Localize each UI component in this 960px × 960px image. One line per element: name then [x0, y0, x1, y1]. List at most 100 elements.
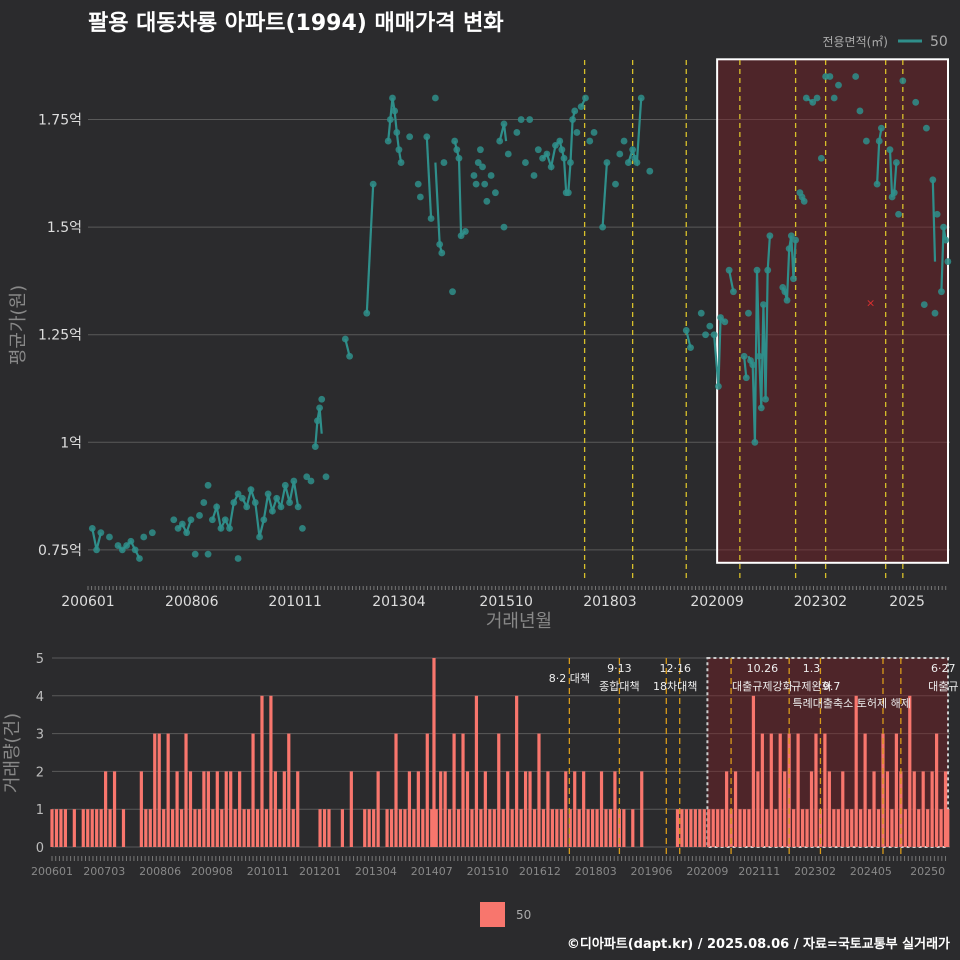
bottom-volume-bar	[631, 809, 635, 847]
chart-title: 팔용 대동차룡 아파트(1994) 매매가격 변화	[88, 11, 504, 36]
bottom-volume-bar	[921, 771, 925, 847]
bottom-volume-bar	[800, 809, 805, 847]
bottom-volume-bar	[148, 809, 152, 847]
top-series-point-50	[886, 146, 894, 154]
bottom-x-tick-label: 201201	[299, 865, 341, 878]
top-series-point-50	[247, 486, 255, 494]
top-x-axis-label: 거래년월	[486, 611, 552, 632]
bottom-volume-bar	[483, 771, 487, 847]
bottom-volume-bar	[153, 733, 157, 847]
top-series-point-50	[213, 503, 221, 511]
top-series-point-50	[567, 159, 574, 166]
top-series-point-50	[877, 124, 885, 132]
bottom-volume-bar	[586, 809, 590, 847]
top-x-tick-label: 201011	[268, 594, 321, 610]
bottom-x-tick-label: 202405	[850, 865, 892, 878]
top-series-point-50	[226, 524, 233, 532]
bottom-volume-bar	[595, 809, 599, 847]
bottom-volume-bar	[725, 771, 729, 847]
top-x-tick-label: 202009	[690, 594, 743, 610]
bottom-volume-bar	[255, 809, 260, 847]
top-series-point-50	[97, 529, 105, 537]
bottom-volume-bar	[229, 771, 233, 847]
bottom-volume-bar	[917, 809, 921, 847]
bottom-volume-bar	[783, 771, 787, 847]
bottom-volume-bar	[121, 809, 126, 847]
bottom-volume-bar	[876, 809, 881, 847]
top-series-point-50	[118, 546, 126, 554]
top-series-point-50	[612, 180, 619, 188]
top-series-point-50	[496, 137, 504, 145]
top-series-point-50	[416, 193, 424, 201]
bottom-volume-bar	[144, 809, 148, 847]
top-series-point-50	[174, 524, 182, 532]
top-series-point-50	[938, 288, 945, 296]
bottom-x-tick-label: 201803	[575, 865, 617, 878]
bottom-volume-bar	[233, 809, 237, 847]
top-series-point-50	[449, 288, 456, 296]
top-series-point-50	[590, 129, 598, 136]
top-series-point-50	[440, 159, 448, 166]
bottom-volume-bar	[492, 809, 496, 847]
top-series-point-50	[547, 163, 555, 171]
top-series-point-50	[391, 107, 399, 115]
top-series-point-50	[136, 555, 143, 562]
top-series-point-50	[290, 477, 298, 485]
bottom-volume-bar	[372, 809, 376, 847]
top-series-point-50	[755, 352, 763, 360]
bottom-volume-bar	[796, 733, 800, 847]
top-series-point-50	[427, 215, 435, 222]
top-series-point-50	[890, 189, 898, 197]
top-series-point-50	[543, 150, 551, 158]
top-series-line-50	[728, 269, 735, 292]
bottom-y-tick-label: 5	[36, 652, 44, 667]
top-series-point-50	[406, 133, 414, 141]
top-series-point-50	[481, 180, 489, 188]
bottom-volume-bar	[95, 809, 99, 847]
bottom-volume-bar	[104, 771, 108, 847]
top-highlight-rect	[716, 58, 949, 564]
top-series-point-50	[431, 94, 439, 102]
top-series-point-50	[725, 266, 733, 274]
bottom-volume-bar	[515, 695, 519, 847]
top-series-point-50	[483, 197, 491, 205]
bottom-volume-bar	[278, 809, 282, 847]
bottom-volume-bar	[184, 733, 188, 847]
top-series-point-50	[397, 159, 405, 166]
top-series-point-50	[912, 98, 920, 106]
top-series-point-50	[757, 404, 765, 412]
top-series-point-50	[702, 331, 709, 339]
bottom-volume-bar	[385, 809, 389, 847]
bottom-volume-bar	[171, 809, 175, 847]
bottom-volume-bar	[809, 771, 814, 847]
bottom-volume-bar	[54, 809, 59, 847]
bottom-volume-bar	[774, 809, 778, 847]
top-series-point-50	[474, 159, 482, 166]
top-series-point-50	[487, 172, 495, 179]
top-series-line-50	[365, 184, 375, 314]
top-series-point-50	[286, 499, 293, 506]
top-series-line-50	[743, 356, 748, 378]
footer-credit: ©디아파트(dapt.kr) / 2025.08.06 / 자료=국토교통부 실…	[567, 936, 950, 952]
bottom-volume-bar	[845, 809, 849, 847]
top-series-point-50	[603, 159, 611, 166]
bottom-volume-bar	[318, 809, 322, 847]
top-series-point-50	[620, 137, 628, 145]
top-series-point-50	[933, 210, 941, 218]
top-series-point-50	[230, 499, 238, 506]
top-series-point-50	[560, 154, 568, 162]
bottom-volume-bar	[398, 809, 403, 847]
top-series-point-50	[384, 137, 392, 145]
top-series-point-50	[341, 335, 349, 343]
bottom-annotation-label: 8·2 대책	[549, 672, 590, 685]
top-series-point-50	[187, 516, 195, 524]
bottom-annotation-label: 종합대책	[599, 680, 639, 693]
top-series-point-50	[766, 232, 774, 240]
bottom-volume-bar	[188, 771, 193, 847]
top-series-line-50	[567, 110, 576, 193]
bottom-axis: 0 1 2 3 4 5 200601 200703 200806 200908 201011 2012…	[31, 652, 947, 878]
bottom-volume-bar	[202, 771, 206, 847]
bottom-volume-bar	[291, 809, 295, 847]
bottom-volume-bar	[340, 809, 344, 847]
top-x-tick-label: 201510	[479, 594, 532, 610]
